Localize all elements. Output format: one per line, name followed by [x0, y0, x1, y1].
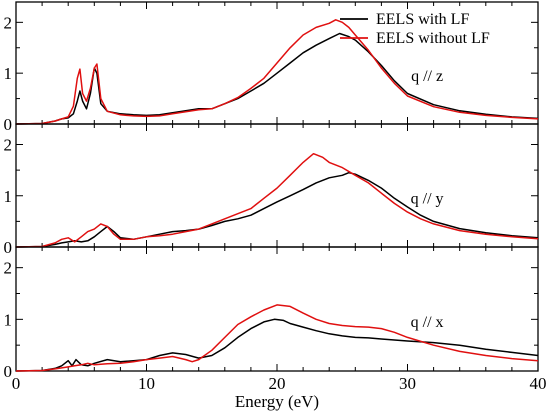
- panel-3-y-tick-label: 1: [4, 310, 13, 329]
- panel-1-series-with-lf: [15, 32, 539, 125]
- panel-1-y-tick-label: 0: [4, 115, 13, 134]
- panel-3-series-without-lf: [15, 304, 539, 372]
- panel-1-y-tick-label: 2: [4, 13, 13, 32]
- panel-2-series-without-lf: [15, 152, 539, 248]
- panel-2-annotation: q // y: [411, 190, 444, 207]
- panel-2-y-tick-label: 2: [4, 136, 13, 155]
- x-tick-label: 10: [138, 374, 155, 393]
- panel-3-y-tick-label: 0: [4, 362, 13, 381]
- legend-label-without-lf: EELS without LF: [376, 30, 490, 47]
- x-tick-label: 40: [530, 374, 547, 393]
- panel-3-frame: [15, 246, 539, 372]
- x-tick-label: 30: [399, 374, 416, 393]
- panel-3-annotation: q // x: [411, 314, 444, 331]
- x-axis-label: Energy (eV): [235, 392, 319, 411]
- panel-3-series-with-lf: [15, 318, 539, 372]
- panel-2-y-tick-label: 1: [4, 187, 13, 206]
- x-tick-label: 20: [269, 374, 286, 393]
- panel-2-y-tick-label: 0: [4, 238, 13, 257]
- panel-1-series-without-lf: [15, 19, 539, 125]
- legend-label-with-lf: EELS with LF: [376, 11, 469, 28]
- panel-2-series-with-lf: [15, 171, 539, 248]
- panel-1-y-tick-label: 1: [4, 64, 13, 83]
- panel-3-y-tick-label: 2: [4, 259, 13, 278]
- x-tick-label: 0: [12, 374, 21, 393]
- panel-1-annotation: q // z: [411, 68, 443, 85]
